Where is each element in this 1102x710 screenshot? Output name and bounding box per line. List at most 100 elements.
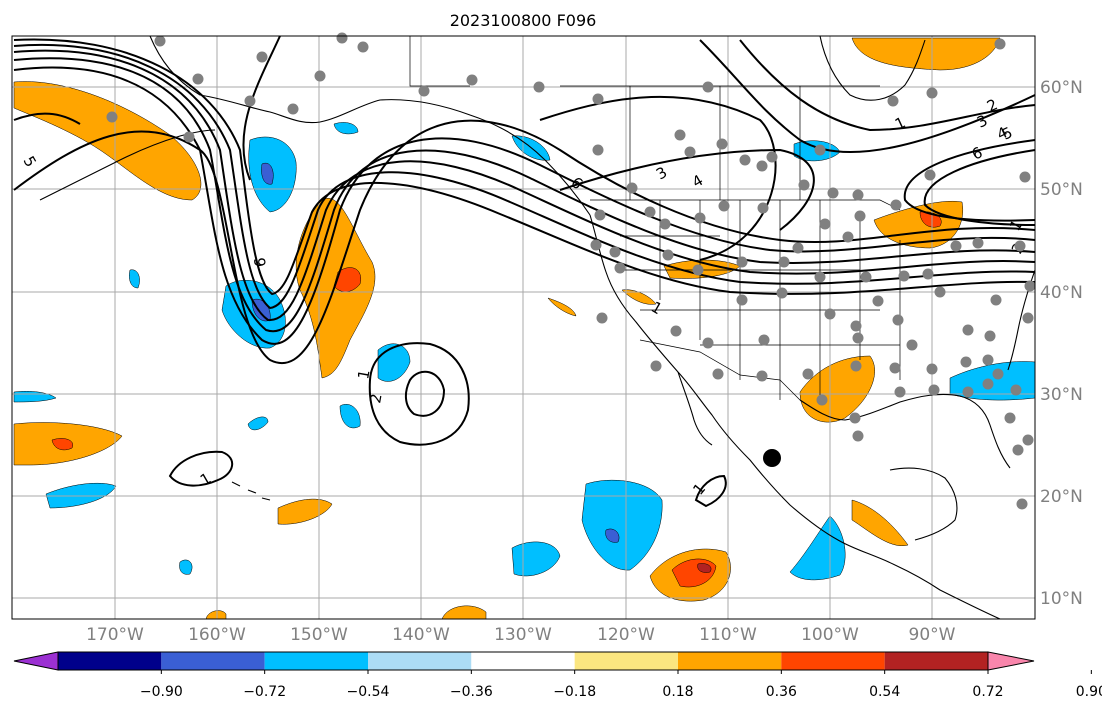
station-marker bbox=[792, 242, 804, 254]
station-marker bbox=[962, 386, 974, 398]
station-marker bbox=[256, 51, 268, 63]
station-marker bbox=[894, 386, 906, 398]
station-marker bbox=[756, 160, 768, 172]
station-marker bbox=[934, 286, 946, 298]
station-marker bbox=[984, 330, 996, 342]
station-marker bbox=[466, 74, 478, 86]
station-marker bbox=[842, 231, 854, 243]
station-marker bbox=[736, 294, 748, 306]
colorbar-tick-label: −0.54 bbox=[347, 684, 390, 700]
station-marker bbox=[106, 111, 118, 123]
alaska-coastline bbox=[149, 35, 591, 216]
station-marker bbox=[614, 262, 626, 274]
contour-label: 2 bbox=[366, 392, 385, 405]
colorbar: −0.90 −0.72 −0.54 −0.36 −0.18 0.18 0.36 0.54 0.7… bbox=[13, 651, 1102, 700]
station-marker bbox=[992, 368, 1004, 380]
contour-circle-outer bbox=[368, 342, 470, 446]
station-marker bbox=[924, 169, 936, 181]
map-panel: 1 2 3 4 5 6 1 2 3 4 5 6 9 1 2 1 1 1 bbox=[11, 32, 1036, 620]
lat-label: 40°N bbox=[1040, 283, 1083, 303]
colorbar-tick-label: −0.36 bbox=[450, 684, 493, 700]
height-contours bbox=[13, 35, 1036, 508]
contour-line bbox=[13, 57, 1036, 333]
lat-label: 60°N bbox=[1040, 78, 1083, 98]
station-marker bbox=[776, 287, 788, 299]
contour-line bbox=[559, 148, 815, 231]
station-marker bbox=[990, 294, 1002, 306]
lon-label: 130°W bbox=[494, 625, 552, 645]
contour-line bbox=[903, 139, 1036, 222]
station-marker bbox=[590, 239, 602, 251]
anomaly-patch-central-america-blue bbox=[789, 515, 846, 581]
anomaly-patch-small-blue-1 bbox=[333, 122, 359, 135]
station-marker bbox=[798, 179, 810, 191]
station-marker bbox=[1004, 412, 1016, 424]
hudson-bay-coast bbox=[819, 35, 926, 101]
colorbar-tick-label: 0.54 bbox=[869, 684, 900, 700]
contour-small-loop bbox=[168, 450, 233, 487]
lon-label: 100°W bbox=[801, 625, 859, 645]
anomaly-patch-mexico-offshore-blue bbox=[581, 479, 663, 571]
station-marker bbox=[650, 360, 662, 372]
colorbar-swatch bbox=[368, 652, 472, 670]
colorbar-tick-label: −0.72 bbox=[243, 684, 286, 700]
station-marker bbox=[890, 199, 902, 211]
lon-label: 140°W bbox=[392, 625, 450, 645]
colorbar-swatch bbox=[781, 652, 885, 670]
contour-circle-inner bbox=[404, 370, 446, 417]
lon-label: 150°W bbox=[290, 625, 348, 645]
colorbar-swatch bbox=[574, 652, 678, 670]
station-marker bbox=[814, 271, 826, 283]
station-marker bbox=[1019, 171, 1031, 183]
station-marker bbox=[659, 218, 671, 230]
station-marker bbox=[626, 182, 638, 194]
canada-province-borders bbox=[560, 85, 880, 200]
anomaly-patch-aleutian-orange bbox=[13, 81, 202, 201]
station-marker bbox=[592, 93, 604, 105]
station-marker bbox=[854, 210, 866, 222]
station-marker bbox=[852, 430, 864, 442]
station-marker bbox=[850, 320, 862, 332]
lat-label: 30°N bbox=[1040, 385, 1083, 405]
lat-label: 10°N bbox=[1040, 589, 1083, 609]
station-marker bbox=[960, 356, 972, 368]
station-marker bbox=[287, 103, 299, 115]
station-marker bbox=[898, 270, 910, 282]
colorbar-swatch bbox=[161, 652, 265, 670]
station-marker bbox=[702, 337, 714, 349]
lat-label: 20°N bbox=[1040, 487, 1083, 507]
station-marker bbox=[872, 295, 884, 307]
colorbar-tick-label: 0.36 bbox=[766, 684, 797, 700]
lon-label: 170°W bbox=[86, 625, 144, 645]
station-marker bbox=[684, 146, 696, 158]
station-marker bbox=[850, 360, 862, 372]
station-marker bbox=[357, 41, 369, 53]
station-marker bbox=[922, 268, 934, 280]
station-marker bbox=[802, 368, 814, 380]
station-marker bbox=[154, 35, 166, 47]
station-marker bbox=[758, 334, 770, 346]
anomaly-patch-blue-7 bbox=[179, 559, 193, 575]
station-marker bbox=[778, 256, 790, 268]
station-marker bbox=[702, 81, 714, 93]
station-marker bbox=[756, 370, 768, 382]
lon-label: 110°W bbox=[699, 625, 757, 645]
station-marker bbox=[766, 151, 778, 163]
contour-line bbox=[699, 39, 1036, 154]
baja-peninsula bbox=[677, 371, 713, 446]
contour-line bbox=[739, 39, 1036, 132]
station-marker bbox=[889, 362, 901, 374]
alaska-canada-border bbox=[409, 36, 470, 87]
station-marker bbox=[644, 206, 656, 218]
station-markers bbox=[106, 32, 1036, 510]
figure-title: 2023100800 F096 bbox=[450, 11, 597, 30]
station-marker bbox=[183, 131, 195, 143]
station-marker bbox=[849, 412, 861, 424]
station-marker bbox=[336, 32, 348, 44]
hawaii-islands bbox=[231, 481, 271, 501]
station-marker bbox=[718, 200, 730, 212]
anomaly-patch-hawaii-west-red bbox=[51, 438, 74, 451]
anomaly-patch-central-america-orange bbox=[851, 499, 909, 547]
station-marker bbox=[739, 154, 751, 166]
